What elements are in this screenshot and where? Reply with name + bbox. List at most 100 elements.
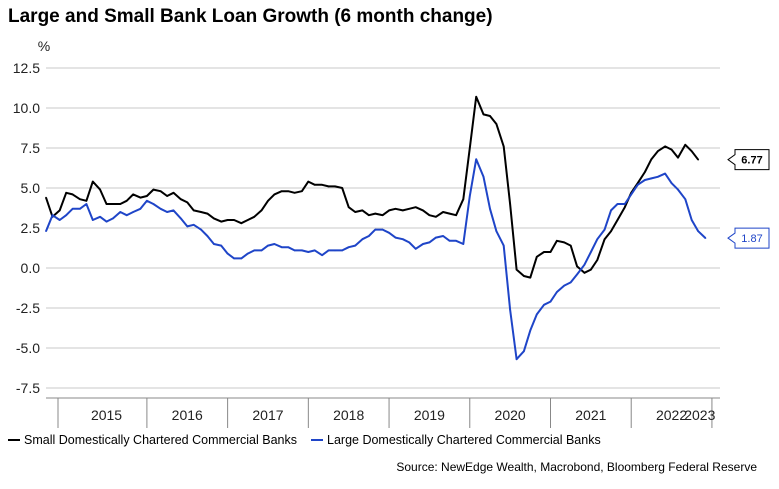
data-point-0-48 <box>368 214 370 216</box>
data-point-0-49 <box>374 212 377 215</box>
data-point-1-67 <box>495 230 498 232</box>
data-point-0-81 <box>590 268 592 271</box>
last-value-box-1 <box>727 227 770 249</box>
data-point-0-5 <box>79 198 81 200</box>
data-point-1-59 <box>442 235 444 237</box>
chart-title: Large and Small Bank Loan Growth (6 mont… <box>8 6 493 27</box>
data-point-1-4 <box>71 208 74 210</box>
data-point-0-28 <box>233 219 235 221</box>
data-point-0-34 <box>273 193 276 196</box>
data-point-1-51 <box>388 232 390 234</box>
data-point-0-10 <box>112 203 114 205</box>
data-point-0-44 <box>341 187 344 189</box>
data-point-0-53 <box>401 209 404 212</box>
data-point-0-85 <box>616 219 619 221</box>
data-point-1-26 <box>220 244 222 247</box>
data-point-0-6 <box>85 200 88 202</box>
data-point-0-93 <box>670 148 673 151</box>
data-point-1-6 <box>85 203 88 205</box>
data-point-0-18 <box>166 195 168 197</box>
data-point-0-89 <box>644 171 646 173</box>
data-point-1-92 <box>664 172 666 175</box>
data-point-0-54 <box>408 208 411 210</box>
last-value-box-0 <box>727 149 770 171</box>
legend-swatch-small-banks <box>8 439 20 441</box>
legend-label-small-banks: Small Domestically Chartered Commercial … <box>24 433 297 447</box>
gridlines <box>46 67 720 389</box>
data-point-0-77 <box>563 241 566 244</box>
data-point-1-30 <box>246 252 249 255</box>
data-point-1-87 <box>630 193 633 196</box>
data-point-1-63 <box>468 195 471 197</box>
data-point-1-24 <box>206 235 209 237</box>
y-tick-label-7: -5.0 <box>16 340 40 356</box>
data-point-1-80 <box>583 264 586 266</box>
x-tick-label-5: 2020 <box>495 407 526 423</box>
data-point-1-11 <box>119 211 122 213</box>
data-point-0-4 <box>71 193 74 196</box>
data-point-1-16 <box>152 203 155 205</box>
data-point-1-34 <box>273 243 276 245</box>
data-point-0-20 <box>180 198 182 200</box>
data-point-0-68 <box>502 145 505 148</box>
data-point-1-22 <box>192 224 195 226</box>
data-point-0-38 <box>301 190 303 192</box>
data-point-0-67 <box>495 123 498 125</box>
data-point-1-3 <box>65 214 67 216</box>
data-point-0-32 <box>260 209 263 212</box>
legend-label-large-banks: Large Domestically Chartered Commercial … <box>327 433 601 447</box>
data-point-1-17 <box>159 208 162 210</box>
data-point-0-22 <box>192 209 195 212</box>
data-point-1-12 <box>125 214 128 216</box>
data-point-0-65 <box>482 113 485 116</box>
data-point-0-91 <box>657 150 659 152</box>
data-point-0-74 <box>543 251 545 253</box>
data-point-1-0 <box>45 230 47 232</box>
y-tick-label-8: -7.5 <box>16 380 40 396</box>
y-tick-label-4: 2.5 <box>21 220 41 236</box>
data-point-1-20 <box>180 217 182 220</box>
data-point-1-43 <box>334 249 336 252</box>
legend-item-small-banks: Small Domestically Chartered Commercial … <box>8 433 297 447</box>
data-point-0-39 <box>307 180 310 183</box>
data-point-1-95 <box>684 198 687 200</box>
data-point-0-43 <box>334 185 336 188</box>
data-point-0-30 <box>246 219 249 221</box>
data-point-1-9 <box>105 220 108 223</box>
data-point-1-42 <box>327 249 330 252</box>
data-point-1-18 <box>166 211 168 213</box>
data-point-1-40 <box>313 249 316 252</box>
data-point-0-14 <box>139 196 142 199</box>
data-point-1-46 <box>354 244 356 247</box>
data-point-1-35 <box>280 246 283 248</box>
data-point-0-72 <box>529 276 532 279</box>
data-point-0-57 <box>428 214 431 216</box>
data-point-1-78 <box>569 281 572 284</box>
data-point-0-83 <box>603 238 606 240</box>
data-point-0-12 <box>125 200 128 202</box>
data-point-0-64 <box>475 96 478 98</box>
data-point-1-15 <box>146 200 148 202</box>
data-point-0-23 <box>200 211 202 213</box>
data-point-0-35 <box>280 190 283 192</box>
source-note: Source: NewEdge Wealth, Macrobond, Bloom… <box>396 460 757 474</box>
data-point-1-7 <box>92 219 94 221</box>
data-point-0-58 <box>435 216 437 218</box>
data-point-1-48 <box>368 235 370 237</box>
data-point-0-76 <box>556 240 558 242</box>
x-tick-label-7: 2022 <box>656 407 687 423</box>
data-point-1-83 <box>603 228 606 231</box>
x-tick-label-8: 2023 <box>684 407 715 423</box>
data-point-0-56 <box>422 209 424 212</box>
data-point-1-45 <box>347 246 350 248</box>
data-point-1-91 <box>657 176 659 178</box>
series-line-1 <box>45 158 707 361</box>
data-point-0-96 <box>690 150 693 152</box>
data-point-0-47 <box>361 209 364 212</box>
x-tick-label-0: 2015 <box>91 407 122 423</box>
data-point-1-39 <box>307 251 310 253</box>
data-point-0-94 <box>677 156 679 159</box>
data-point-1-89 <box>644 179 646 181</box>
data-point-0-27 <box>226 219 229 221</box>
y-tick-label-6: -2.5 <box>16 300 40 316</box>
